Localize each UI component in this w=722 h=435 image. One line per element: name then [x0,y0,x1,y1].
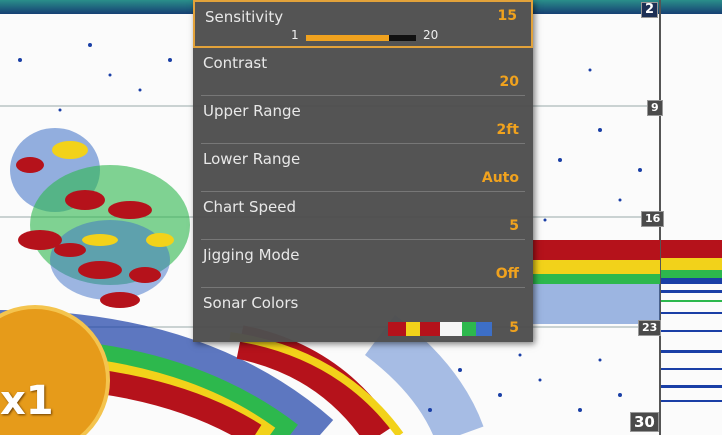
depth-mark-label: 9 [647,100,663,116]
zoom-level-label: x1 [0,378,54,424]
depth-top-label: 2 [641,2,659,18]
sonar-bottom-strip [661,240,722,402]
menu-item-chart-speed[interactable]: Chart Speed 5 [193,192,533,240]
menu-item-label: Contrast [203,54,268,72]
menu-item-value: 2ft [496,122,519,138]
menu-item-value: 20 [499,74,519,90]
menu-item-contrast[interactable]: Contrast 20 [193,48,533,96]
menu-divider [201,143,525,144]
menu-item-value: 15 [497,8,517,24]
menu-item-value: 5 [509,320,519,336]
slider-min-label: 1 [291,28,299,42]
menu-item-label: Lower Range [203,150,301,168]
slider-max-label: 20 [423,28,439,42]
menu-item-lower-range[interactable]: Lower Range Auto [193,144,533,192]
menu-item-jigging-mode[interactable]: Jigging Mode Off [193,240,533,288]
sensitivity-slider-fill [306,35,389,41]
menu-item-label: Upper Range [203,102,301,120]
menu-item-label: Sensitivity [205,8,284,26]
fish-school [10,128,190,308]
menu-divider [201,239,525,240]
sensitivity-slider[interactable] [305,34,417,42]
depth-mark-label: 16 [641,211,665,227]
menu-item-label: Chart Speed [203,198,297,216]
menu-divider [201,95,525,96]
sonar-noise [18,43,642,412]
menu-item-label: Sonar Colors [203,294,299,312]
depth-mark-label: 23 [638,320,662,336]
menu-item-value: 5 [509,218,519,234]
menu-item-upper-range[interactable]: Upper Range 2ft [193,96,533,144]
depth-bottom-label: 30 [630,412,659,432]
menu-item-sonar-colors[interactable]: Sonar Colors 5 [193,288,533,342]
menu-item-value: Auto [481,170,519,186]
sonar-color-palette-preview [388,322,492,336]
sonar-bottom-right [533,240,660,324]
sonar-settings-menu: Sensitivity 15 1 20 Contrast 20 Upper Ra… [193,0,533,342]
menu-item-sensitivity[interactable]: Sensitivity 15 1 20 [193,0,533,48]
menu-divider [201,191,525,192]
menu-item-value: Off [495,266,519,282]
menu-divider [201,287,525,288]
menu-item-label: Jigging Mode [203,246,300,264]
